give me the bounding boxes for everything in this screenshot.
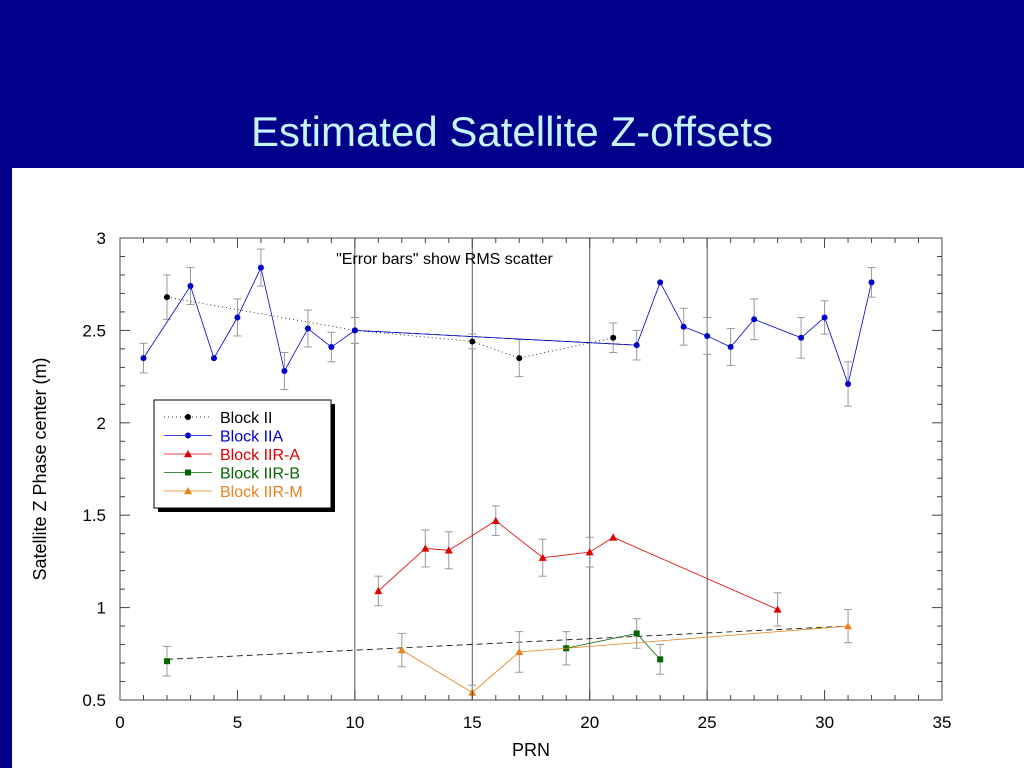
- x-tick-label: 25: [698, 713, 717, 732]
- tick-labels: 0 5 10 15 20 25 30 35 0.5 1 1.5 2 2.5 3: [82, 229, 951, 732]
- y-axis-title: Satellite Z Phase center (m): [30, 357, 50, 580]
- data-point: [680, 323, 687, 330]
- legend-entry-label: Block IIR-M: [220, 484, 303, 501]
- annotation-error-bars: "Error bars" show RMS scatter: [336, 251, 553, 268]
- series-layer: [139, 248, 876, 701]
- data-point: [187, 283, 194, 290]
- data-point: [633, 342, 640, 349]
- legend-entry-label: Block II: [220, 410, 272, 427]
- chart: 0 5 10 15 20 25 30 35 0.5 1 1.5 2 2.5 3 PRN Satellite…: [30, 229, 951, 760]
- data-point: [798, 334, 805, 341]
- data-point: [491, 516, 500, 524]
- data-point: [657, 279, 664, 286]
- x-tick-label: 0: [115, 713, 124, 732]
- data-point: [868, 279, 875, 286]
- data-point: [538, 553, 547, 561]
- data-point: [585, 548, 594, 556]
- data-point: [727, 344, 734, 351]
- y-tick-label: 1: [97, 599, 106, 618]
- legend-entry-label: Block IIR-B: [220, 466, 300, 483]
- data-point: [374, 586, 383, 595]
- data-point: [444, 546, 453, 554]
- series-line: [378, 520, 778, 610]
- legend-entry-label: Block IIR-A: [220, 447, 300, 464]
- data-point: [773, 605, 782, 613]
- data-point: [304, 325, 311, 332]
- data-point: [163, 294, 170, 301]
- series-line: [566, 633, 661, 660]
- legend-entry-label: Block IIA: [220, 429, 283, 446]
- data-point: [257, 264, 264, 271]
- series-line: [166, 296, 614, 359]
- data-point: [704, 332, 711, 339]
- legend-marker: [184, 450, 192, 458]
- series-block-iir-m: [397, 608, 853, 701]
- data-point: [751, 316, 758, 323]
- series-block-ii: [162, 274, 618, 378]
- y-tick-label: 1.5: [82, 506, 106, 525]
- connector-line: [166, 625, 849, 660]
- x-tick-label: 10: [345, 713, 364, 732]
- data-point: [234, 314, 241, 321]
- legend-marker: [185, 432, 191, 439]
- series-block-iia: [139, 248, 876, 407]
- data-point: [821, 314, 828, 321]
- data-point: [328, 344, 335, 351]
- series-line: [401, 625, 849, 694]
- chart-panel: 0 5 10 15 20 25 30 35 0.5 1 1.5 2 2.5 3 PRN Satellite…: [12, 168, 1024, 768]
- data-point: [845, 380, 852, 387]
- series-block-iir-b: [562, 618, 665, 675]
- reference-lines: [354, 238, 708, 700]
- data-point: [610, 334, 617, 341]
- legend-marker: [184, 487, 192, 495]
- x-tick-label: 5: [233, 713, 242, 732]
- data-point: [657, 656, 664, 663]
- data-point: [281, 368, 288, 375]
- y-tick-label: 0.5: [82, 691, 106, 710]
- x-tick-label: 30: [815, 713, 834, 732]
- legend-marker: [185, 414, 191, 420]
- data-point: [210, 355, 217, 362]
- data-point: [515, 647, 524, 656]
- y-tick-label: 2: [97, 414, 106, 433]
- x-tick-label: 35: [933, 713, 952, 732]
- y-tick-label: 2.5: [82, 321, 106, 340]
- x-tick-label: 15: [463, 713, 482, 732]
- x-axis-title: PRN: [512, 740, 550, 760]
- data-point: [844, 622, 853, 630]
- data-point: [609, 533, 618, 541]
- x-tick-label: 20: [580, 713, 599, 732]
- plot-frame: [119, 237, 943, 701]
- data-point: [421, 544, 430, 552]
- data-point: [633, 630, 640, 637]
- data-point: [351, 327, 358, 334]
- y-tick-label: 3: [97, 229, 106, 248]
- data-point: [140, 355, 147, 362]
- slide-title: Estimated Satellite Z-offsets: [250, 108, 774, 155]
- connector-start-point: [162, 645, 171, 677]
- data-point: [163, 658, 170, 665]
- legend-marker: [185, 469, 191, 476]
- data-point: [516, 355, 523, 362]
- series-block-iir-a: [374, 505, 782, 627]
- ticks-layer: [119, 237, 943, 701]
- data-point: [469, 338, 476, 345]
- series-line: [143, 266, 872, 386]
- data-point: [397, 646, 406, 654]
